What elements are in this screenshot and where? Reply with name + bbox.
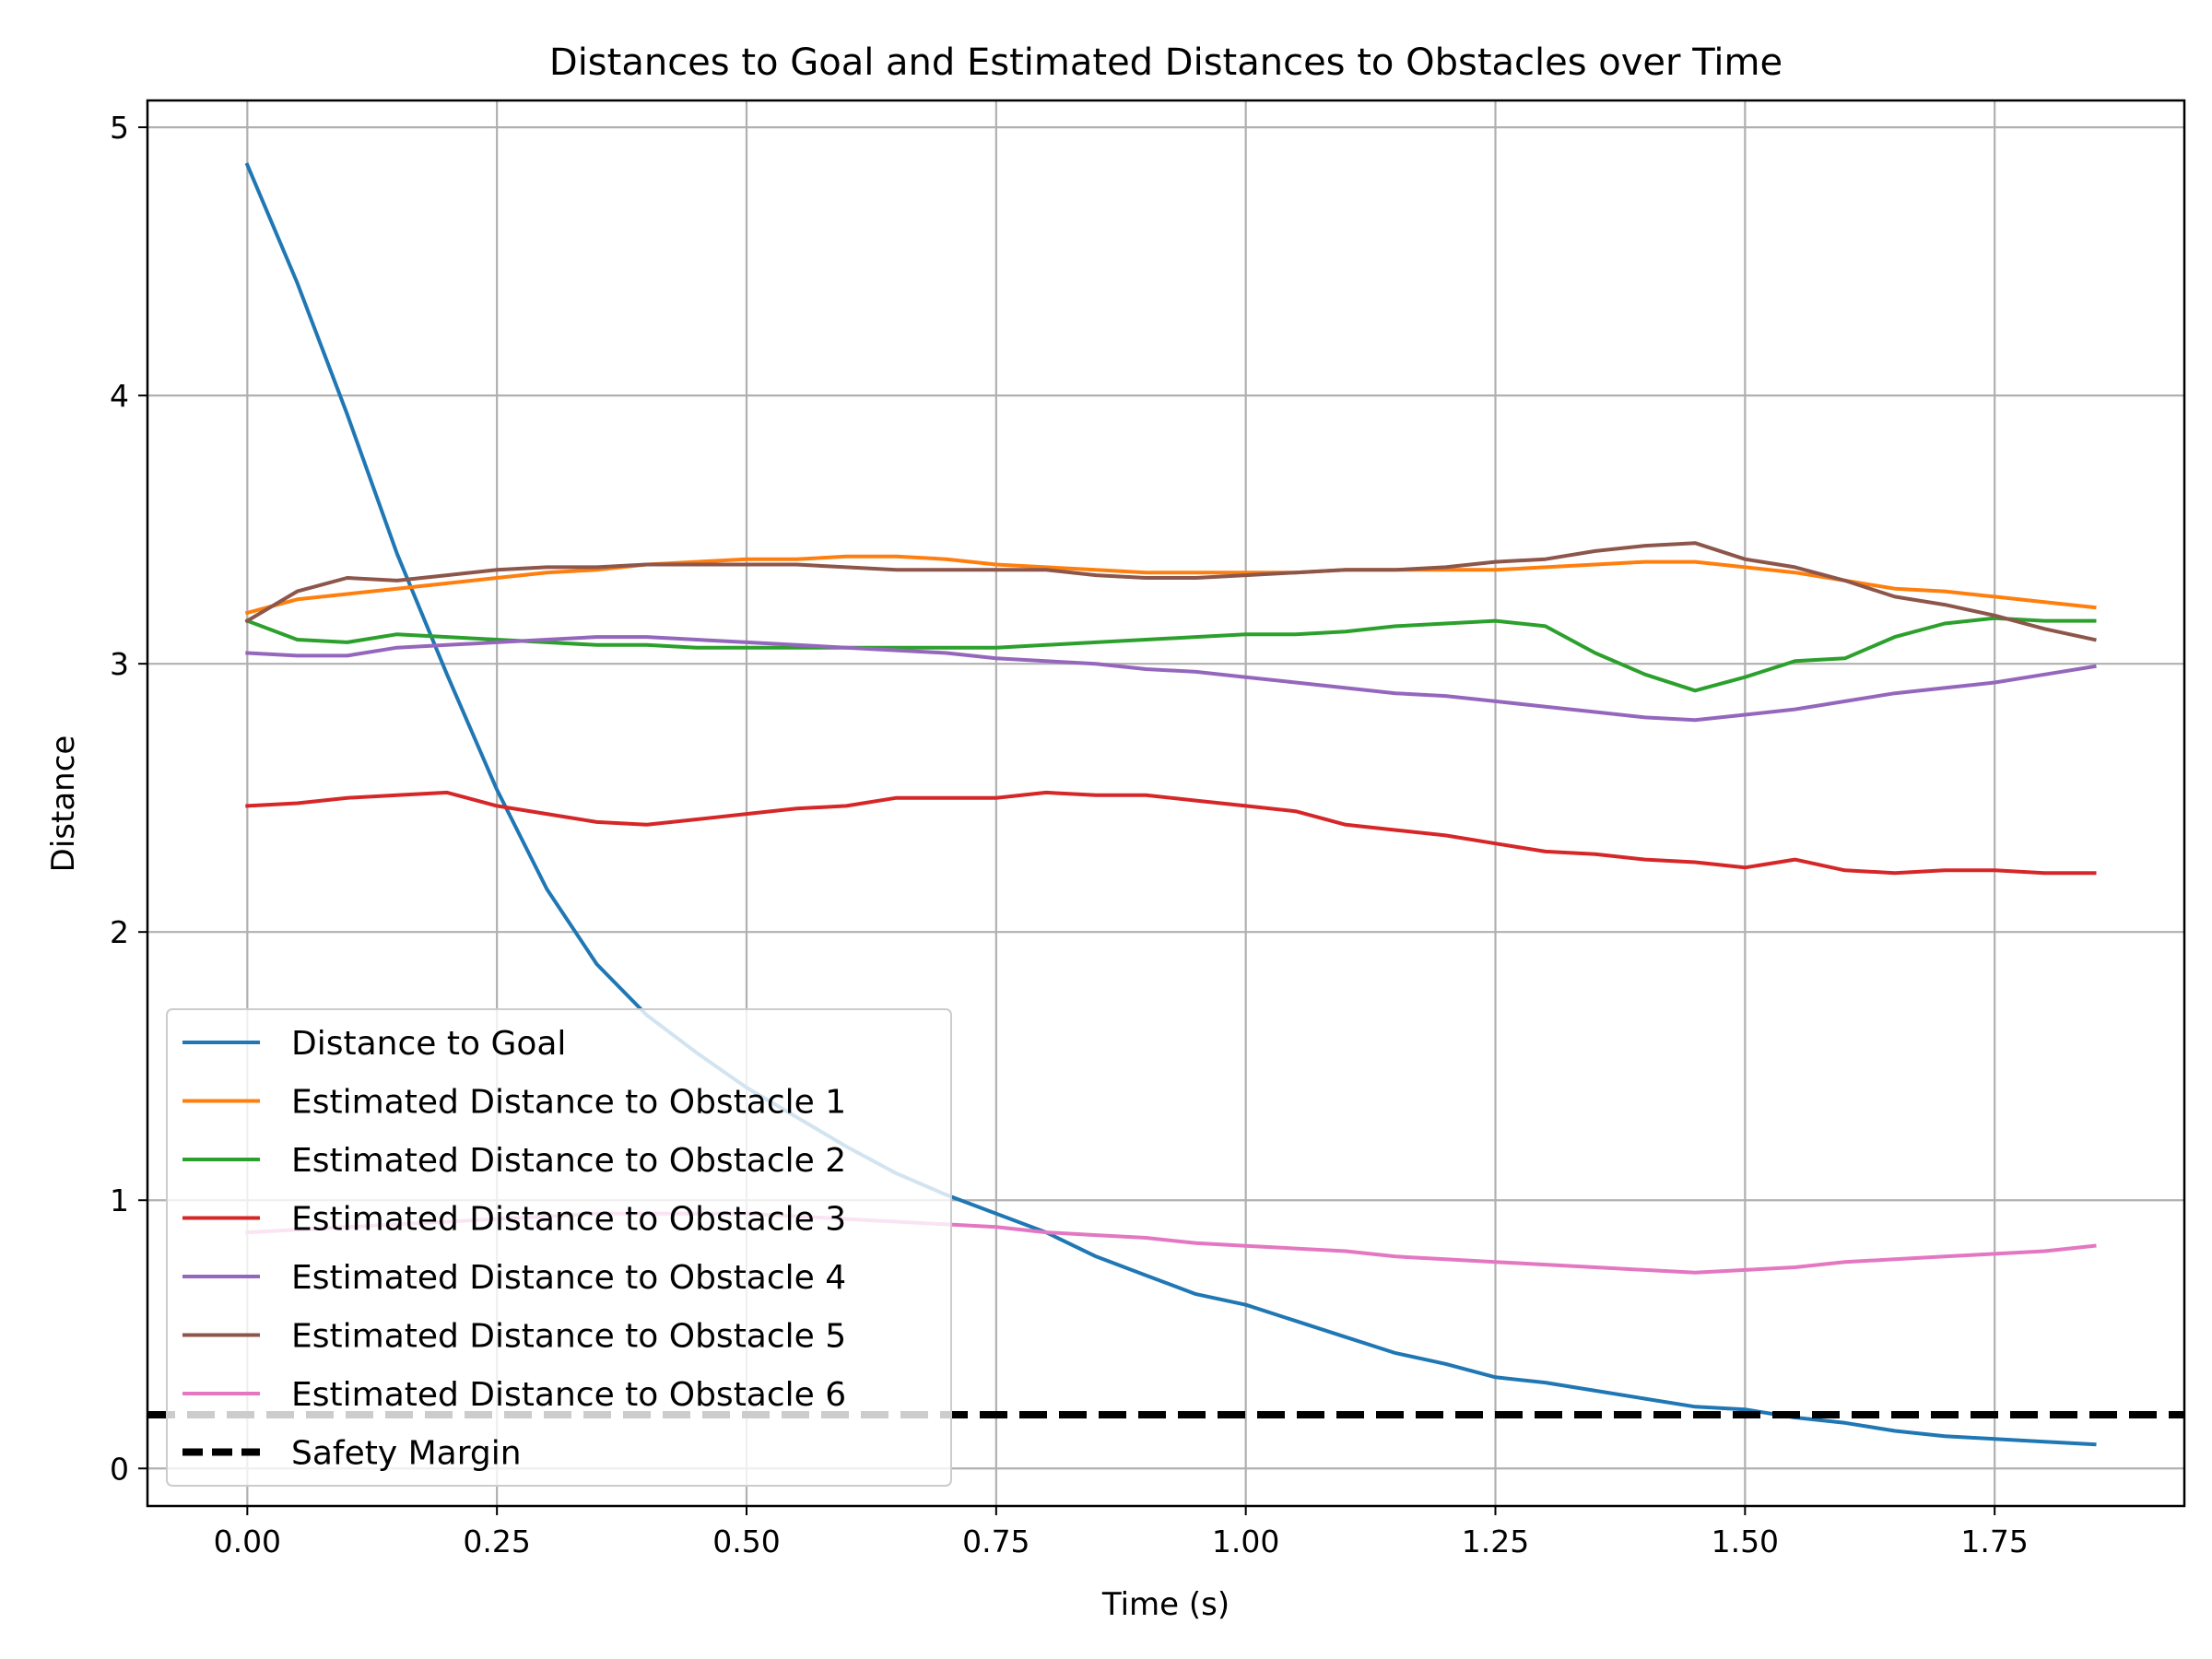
series-line-estimated-distance-to-obstacle-2 [244, 616, 2097, 693]
legend-label-estimated-distance-to-obstacle-5: Estimated Distance to Obstacle 5 [291, 1318, 846, 1356]
x-tick-label: 1.25 [1462, 1524, 1529, 1559]
x-tick-label: 0.00 [214, 1524, 281, 1559]
y-tick-label: 1 [110, 1182, 129, 1218]
grid [147, 100, 2184, 1506]
plot-frame [146, 99, 2186, 1508]
x-tick-label: 0.50 [712, 1524, 780, 1559]
x-axis-title: Time (s) [1101, 1586, 1230, 1623]
legend-label-estimated-distance-to-obstacle-2: Estimated Distance to Obstacle 2 [291, 1142, 846, 1180]
legend-label-distance-to-goal: Distance to Goal [291, 1025, 566, 1063]
y-tick-label: 4 [110, 378, 129, 414]
y-tick-label: 5 [110, 110, 129, 146]
legend-label-safety-margin: Safety Margin [291, 1435, 522, 1473]
series-line-estimated-distance-to-obstacle-5 [244, 541, 2097, 642]
legend-label-estimated-distance-to-obstacle-1: Estimated Distance to Obstacle 1 [291, 1084, 846, 1122]
series-line-estimated-distance-to-obstacle-3 [245, 790, 2097, 876]
legend-label-estimated-distance-to-obstacle-3: Estimated Distance to Obstacle 3 [291, 1201, 846, 1239]
chart-title: Distances to Goal and Estimated Distance… [549, 41, 1783, 84]
legend-label-estimated-distance-to-obstacle-4: Estimated Distance to Obstacle 4 [291, 1259, 846, 1297]
legend: Distance to Goal Estimated Distance to Ob… [166, 1008, 952, 1487]
x-tick-label: 1.00 [1212, 1524, 1279, 1559]
y-tick-label: 2 [110, 914, 129, 950]
series-line-estimated-distance-to-obstacle-1 [244, 554, 2097, 616]
x-tick-label: 1.75 [1960, 1524, 2028, 1559]
y-tick-label: 3 [110, 646, 129, 682]
x-tick-label: 0.25 [463, 1524, 530, 1559]
y-axis-title: Distance [45, 735, 82, 873]
x-tick-label: 1.50 [1712, 1524, 1779, 1559]
y-tick-label: 0 [110, 1451, 129, 1487]
legend-box [166, 1008, 952, 1487]
series-line-estimated-distance-to-obstacle-4 [245, 635, 2097, 723]
axis-ticks: 0.00 0.25 0.50 0.75 1.00 1.25 1.50 1.75 0 1 2 3 4 5 [110, 110, 2029, 1559]
x-tick-label: 0.75 [962, 1524, 1030, 1559]
legend-label-estimated-distance-to-obstacle-6: Estimated Distance to Obstacle 6 [291, 1376, 846, 1414]
